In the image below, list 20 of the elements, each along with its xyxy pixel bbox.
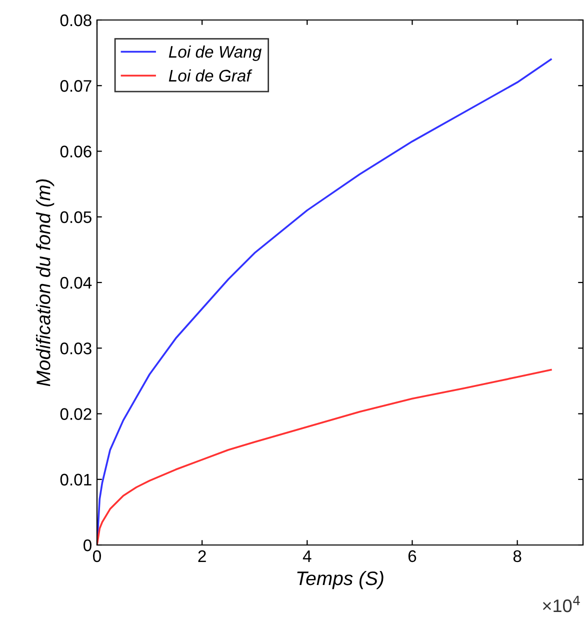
text: ×10$^{4}$ bbox=[542, 596, 580, 612]
y-axis-title: Modification du fond (m) bbox=[36, 179, 54, 386]
x-tick-label: 2 bbox=[198, 550, 206, 562]
y-tick-label: 0.08 bbox=[60, 14, 92, 26]
y-tick-label: 0.07 bbox=[60, 80, 92, 92]
legend-label: Loi de Graf bbox=[168, 69, 252, 82]
y-tick-label: 0.06 bbox=[60, 146, 92, 158]
legend-label: Loi de Wang bbox=[168, 46, 262, 62]
x-tick-label: 0 bbox=[93, 550, 101, 562]
x-axis-title: Temps (S) bbox=[297, 570, 384, 590]
x-tick-label: 8 bbox=[513, 550, 522, 562]
y-tick-label: 0.01 bbox=[60, 474, 92, 486]
x-tick-label: 6 bbox=[408, 550, 416, 562]
x-tick-label: 4 bbox=[302, 550, 312, 562]
y-tick-label: 0.02 bbox=[60, 408, 92, 420]
y-tick-label: 0.04 bbox=[60, 276, 92, 289]
y-tick-label: 0.05 bbox=[60, 211, 92, 224]
y-tick-label: 0.03 bbox=[60, 342, 92, 354]
line-series bbox=[97, 368, 552, 545]
y-tick-label: 0 bbox=[84, 539, 92, 552]
